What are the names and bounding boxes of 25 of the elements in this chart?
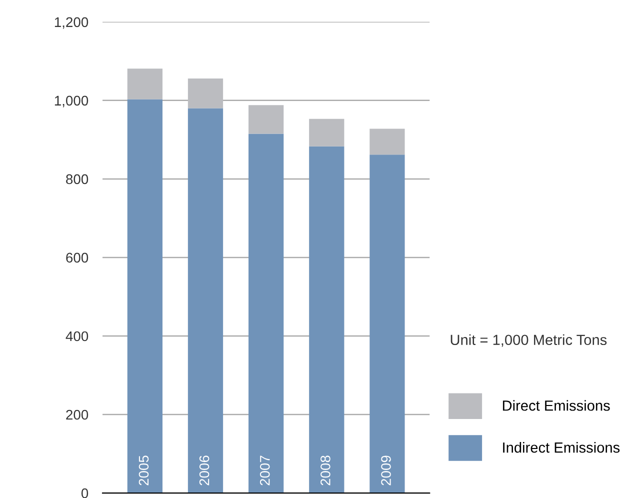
legend-label: Indirect Emissions [503, 442, 620, 453]
bar [188, 78, 224, 108]
bar [127, 68, 162, 100]
y-tick-label: 600 [66, 252, 88, 263]
x-tick-label: 2008 [320, 456, 330, 486]
bar [370, 154, 405, 494]
y-tick-label: 1,000 [54, 96, 88, 108]
legend-label: Direct Emissions [502, 400, 610, 411]
y-tick-label: 1,200 [54, 17, 88, 29]
y-tick-label: 400 [66, 331, 88, 342]
bar [370, 128, 405, 155]
bar [127, 99, 162, 494]
x-tick-label: 2009 [381, 456, 391, 486]
x-tick-label: 2006 [199, 456, 210, 486]
bar [248, 134, 284, 494]
bar [188, 108, 224, 494]
x-tick-label: 2005 [138, 456, 149, 486]
bar [309, 146, 344, 494]
x-tick-label: 2007 [260, 456, 270, 486]
bar [248, 105, 284, 134]
bar [309, 118, 344, 146]
y-tick-label: 200 [66, 410, 88, 420]
text: Unit = 1,000 Metric Tons [450, 334, 607, 347]
y-tick-label: 0 [81, 488, 88, 498]
y-tick-label: 800 [66, 174, 88, 184]
